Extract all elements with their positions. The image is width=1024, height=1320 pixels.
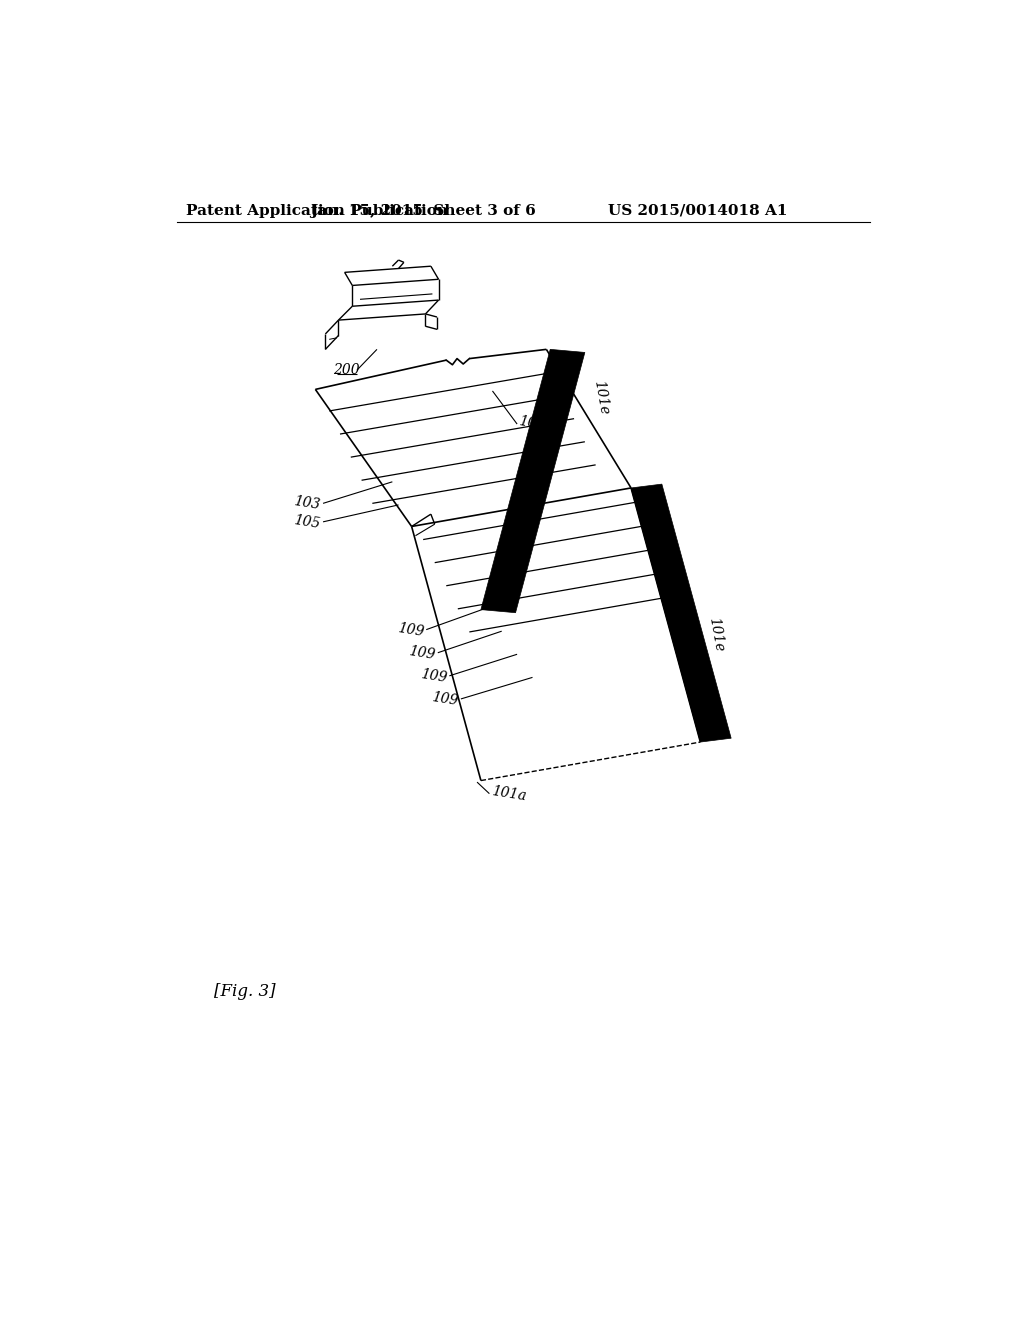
Polygon shape [481,350,585,612]
Text: 109: 109 [431,690,460,708]
Text: [Fig. 3]: [Fig. 3] [214,983,275,1001]
Text: 105: 105 [293,513,322,531]
Text: 109: 109 [419,667,447,685]
Text: 109: 109 [408,644,436,661]
Text: 101e: 101e [707,616,726,652]
Text: Jan. 15, 2015  Sheet 3 of 6: Jan. 15, 2015 Sheet 3 of 6 [310,203,536,218]
Text: 101a: 101a [490,784,527,804]
Text: 101a: 101a [518,414,555,434]
Text: Patent Application Publication: Patent Application Publication [186,203,449,218]
Polygon shape [631,484,731,742]
Text: 101e: 101e [591,379,611,416]
Text: US 2015/0014018 A1: US 2015/0014018 A1 [608,203,787,218]
Text: 103: 103 [293,495,322,512]
Text: 200: 200 [333,363,359,378]
Text: 109: 109 [396,620,425,639]
